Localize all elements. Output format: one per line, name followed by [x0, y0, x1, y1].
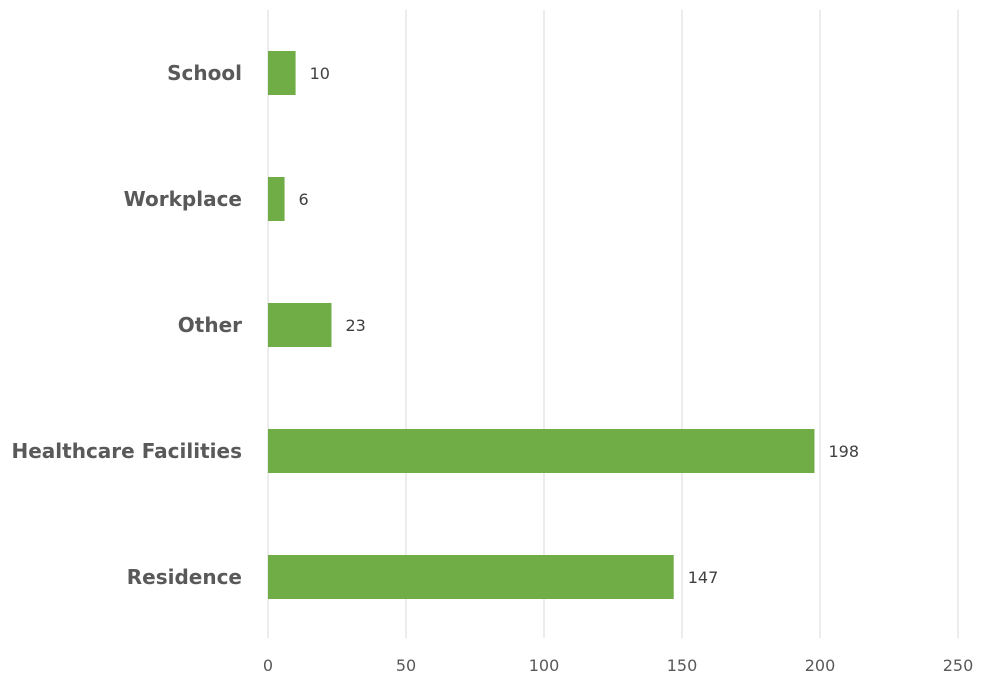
bar-residence — [268, 555, 674, 599]
category-label: Residence — [127, 565, 242, 589]
x-tick-label: 200 — [805, 656, 836, 675]
x-tick-label: 100 — [529, 656, 560, 675]
data-label: 6 — [299, 190, 309, 209]
bar-healthcare-facilities — [268, 429, 815, 473]
gridlines — [267, 10, 959, 638]
bar-other — [268, 303, 332, 347]
data-label: 23 — [345, 316, 365, 335]
x-tick-label: 0 — [263, 656, 273, 675]
data-label: 147 — [688, 568, 719, 587]
category-label: Workplace — [124, 187, 242, 211]
data-label: 198 — [828, 442, 859, 461]
category-label: Other — [178, 313, 242, 337]
bar-workplace — [268, 177, 285, 221]
x-tick-label: 50 — [396, 656, 416, 675]
x-tick-label: 250 — [943, 656, 974, 675]
category-label: Healthcare Facilities — [12, 439, 243, 463]
category-label: School — [167, 61, 242, 85]
bar-school — [268, 51, 296, 95]
labels: 0 50 100 150 200 250 School 10 Workplace 6 Other 23… — [12, 61, 974, 675]
bars — [268, 51, 815, 599]
data-label: 10 — [310, 64, 330, 83]
x-tick-label: 150 — [667, 656, 698, 675]
